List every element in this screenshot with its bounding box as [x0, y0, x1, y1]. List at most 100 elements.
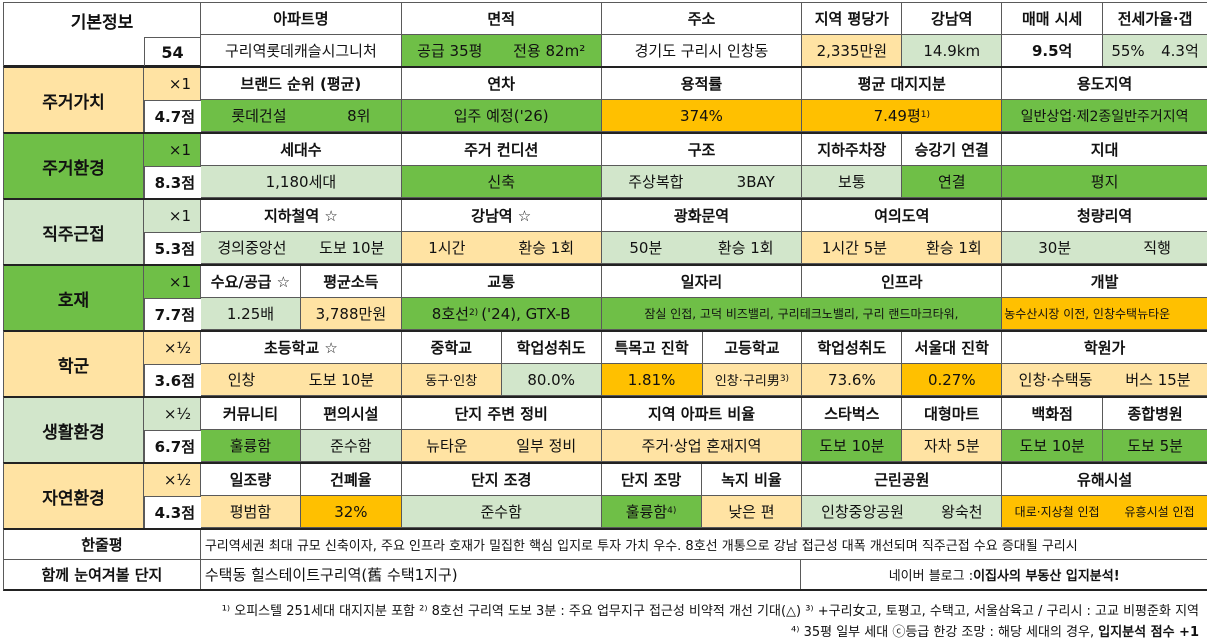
commute-block: 직주근접 ×1 5.3점 [4, 200, 201, 264]
hdr-gwanghwamun: 광화문역 [601, 200, 803, 232]
living-env-label: 주거환경 [4, 134, 144, 198]
summary-text: 구리역세권 최대 규모 신축이자, 주요 인프라 호재가 밀집한 핵심 입지로 … [200, 530, 1207, 560]
summary-label: 한줄평 [4, 530, 201, 560]
development-mult: ×1 [168, 273, 191, 291]
hdr-view: 단지 조망 [601, 464, 702, 496]
hdr-terrain: 지대 [1002, 134, 1207, 166]
footnote-line-2-text: ⁴⁾ 35평 일부 세대 ⓒ등급 한강 조망 : 해당 세대의 경우, [791, 625, 1099, 640]
park-a: 인창중앙공원 [821, 503, 904, 521]
hdr-supply-demand: 수요/공급 ☆ [201, 266, 301, 298]
hdr-transport: 교통 [401, 266, 602, 298]
hdr-elevator: 승강기 연결 [902, 134, 1003, 166]
nature-env-label: 자연환경 [4, 464, 144, 528]
snu-value: 0.27% [902, 364, 1003, 396]
hdr-dept: 백화점 [1002, 398, 1104, 430]
apt-index: 54 [144, 37, 201, 66]
hdr-structure: 구조 [601, 134, 803, 166]
hdr-parking: 지하주차장 [802, 134, 903, 166]
blog-name: 이집사의 부동산 입지분석! [973, 569, 1120, 584]
high-score-value: 73.6% [802, 364, 903, 396]
surroundings-b: 일부 정비 [516, 437, 577, 455]
school-block: 학군 ×½ 3.6점 [4, 332, 201, 396]
dev-value: 농수산시장 이전, 인창수택뉴타운 [1002, 298, 1207, 330]
land-share: 7.49평 [873, 107, 921, 125]
nature-env-block: 자연환경 ×½ 4.3점 [4, 464, 201, 528]
apt-ratio-value: 주거·상업 혼재지역 [601, 430, 803, 462]
basic-info-block: 기본정보 54 [4, 3, 201, 67]
middle-value: 동구·인창 [401, 364, 502, 396]
academy-value: 인창·수택동 버스 15분 [1002, 364, 1207, 396]
academy: 인창·수택동 [1018, 371, 1093, 389]
area-value: 공급 35평 전용 82m² [401, 35, 602, 67]
life-env-label: 생활환경 [4, 398, 144, 462]
landscape-value: 준수함 [401, 496, 602, 528]
price-per-pyeong: 2,335만원 [802, 35, 903, 67]
hdr-elementary: 초등학교 ☆ [201, 332, 402, 364]
hdr-jeonse: 전세가율·갭 [1103, 3, 1207, 35]
hdr-green-ratio: 녹지 비율 [701, 464, 803, 496]
hdr-landscape: 단지 조경 [401, 464, 602, 496]
hdr-apt-ratio: 지역 아파트 비율 [601, 398, 803, 430]
hdr-area: 면적 [401, 3, 602, 35]
footnote-ref-3: 3) [779, 374, 790, 384]
structure-b: 3BAY [736, 172, 775, 191]
cheongnyangni-transfer: 직행 [1143, 239, 1171, 257]
middle-score-value: 80.0% [501, 364, 602, 396]
living-value-label: 주거가치 [4, 68, 144, 132]
gwanghwamun-transfer: 환승 1회 [717, 239, 774, 257]
surroundings-a: 뉴타운 [426, 437, 468, 455]
development-score: 7.7점 [144, 298, 201, 330]
commute-mult: ×1 [168, 207, 191, 225]
footnote-ref-2: 2) [468, 308, 479, 318]
footnote-line-2: ⁴⁾ 35평 일부 세대 ⓒ등급 한강 조망 : 해당 세대의 경우, 입지분석… [791, 621, 1199, 640]
subway-walk: 도보 10분 [319, 239, 385, 257]
living-env-mult: ×1 [168, 141, 191, 159]
address: 경기도 구리시 인창동 [601, 35, 803, 67]
hdr-convenience: 편의시설 [300, 398, 402, 430]
green-ratio-value: 낮은 편 [701, 496, 803, 528]
surroundings-value: 뉴타운 일부 정비 [401, 430, 602, 462]
gap: 4.3억 [1161, 42, 1199, 60]
hdr-high-score: 학업성취도 [802, 332, 903, 364]
elementary-value: 인창 도보 10분 [201, 364, 402, 396]
hazard-a: 대로·지상철 인접 [1014, 505, 1100, 519]
subway-value: 경의중앙선 도보 10분 [201, 232, 402, 264]
starbucks-value: 도보 10분 [802, 430, 903, 462]
hdr-park: 근린공원 [802, 464, 1003, 496]
coverage-value: 32% [300, 496, 402, 528]
footnote-ref-1: 1) [920, 110, 931, 120]
yeouido-transfer: 환승 1회 [926, 239, 982, 257]
academy-bus: 버스 15분 [1125, 371, 1191, 389]
cheongnyangni-time: 30분 [1038, 239, 1072, 257]
hdr-middle-score: 학업성취도 [501, 332, 602, 364]
high-value: 인창·구리男 3) [702, 364, 803, 396]
transport-rest: ('24), GTX-B [481, 304, 571, 323]
brand: 롯데건설 [231, 107, 287, 125]
hdr-sunlight: 일조량 [201, 464, 301, 496]
gangnam-time: 1시간 [428, 239, 466, 257]
hdr-cheongnyangni: 청량리역 [1002, 200, 1207, 232]
area-supply: 공급 35평 [417, 42, 483, 60]
terrain-value: 평지 [1002, 166, 1207, 198]
life-env-mult: ×½ [163, 405, 191, 423]
hdr-condition: 주거 컨디션 [401, 134, 602, 166]
hdr-hospital: 종합병원 [1103, 398, 1207, 430]
land-share-value: 7.49평 1) [802, 100, 1003, 132]
gangnam-commute-value: 1시간 환승 1회 [401, 232, 602, 264]
park-value: 인창중앙공원 왕숙천 [802, 496, 1003, 528]
area-exclusive: 전용 82m² [513, 42, 586, 60]
jobs-infra-value: 잠실 인접, 고덕 비즈밸리, 구리테크노밸리, 구리 랜드마크타워, [601, 298, 1003, 330]
gwanghwamun-value: 50분 환승 1회 [601, 232, 803, 264]
yeouido-time: 1시간 5분 [821, 239, 888, 257]
gangnam-transfer: 환승 1회 [518, 239, 575, 257]
hdr-starbucks: 스타벅스 [802, 398, 903, 430]
apt-name: 구리역롯데캐슬시그니처 [201, 35, 402, 67]
hdr-yeouido: 여의도역 [802, 200, 1003, 232]
hdr-jobs: 일자리 [601, 266, 803, 298]
hdr-dev: 개발 [1002, 266, 1207, 298]
hdr-subway: 지하철역 ☆ [201, 200, 402, 232]
hdr-households: 세대수 [201, 134, 402, 166]
related-text: 수택동 힐스테이트구리역(舊 수택1지구) [201, 560, 802, 589]
sunlight-value: 평범함 [201, 496, 301, 528]
hdr-special-hs: 특목고 진학 [601, 332, 703, 364]
